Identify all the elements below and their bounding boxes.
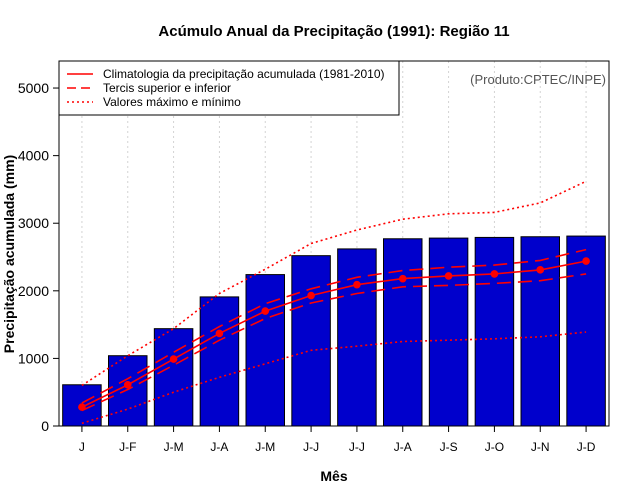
climatology-point <box>169 355 178 363</box>
x-tick-label: J-D <box>577 440 596 454</box>
climatology-point <box>123 380 132 389</box>
legend-label-terciles: Tercis superior e inferior <box>103 81 231 95</box>
x-tick-label: J-A <box>394 440 412 454</box>
x-tick-label: J-A <box>210 440 228 454</box>
climatology-point <box>490 270 499 278</box>
x-tick-label: J-M <box>255 440 275 454</box>
legend-label-extremes: Valores máximo e mínimo <box>103 95 241 109</box>
bar <box>474 236 515 427</box>
x-tick-label: J-J <box>303 440 319 454</box>
x-tick-label: J-S <box>440 440 458 454</box>
legend: Climatologia da precipitação acumulada (… <box>58 60 400 116</box>
bar <box>520 236 560 427</box>
y-tick-label: 3000 <box>18 215 49 231</box>
credit-label: (Produto:CPTEC/INPE) <box>470 72 606 87</box>
x-tick-label: J-M <box>164 440 184 454</box>
climatology-point <box>536 266 545 274</box>
chart-title: Acúmulo Anual da Precipitação (1991): Re… <box>158 23 509 40</box>
line-tercil-superior <box>81 248 587 404</box>
legend-box <box>58 60 400 116</box>
climatology-point <box>261 307 270 315</box>
line-tercil-inferior <box>81 273 587 412</box>
y-tick-label: 2000 <box>18 283 49 299</box>
bar-series <box>62 235 606 427</box>
x-tick-label: J-J <box>349 440 365 454</box>
climatology-point <box>398 274 407 283</box>
x-tick-label: J-O <box>485 440 504 454</box>
grid-lines <box>81 61 587 426</box>
x-tick-label: J-N <box>531 440 550 454</box>
legend-label-climatology: Climatologia da precipitação acumulada (… <box>103 67 385 81</box>
x-tick-label: J <box>79 440 85 454</box>
bar <box>291 255 331 427</box>
climatology-point <box>353 280 361 289</box>
climatology-point <box>582 257 590 265</box>
bar <box>199 296 240 427</box>
line-series <box>78 180 590 425</box>
bar <box>245 274 285 427</box>
y-tick-label: 4000 <box>18 148 49 164</box>
climatology-point <box>307 291 315 300</box>
y-tick-label: 1000 <box>18 350 49 366</box>
climatology-point <box>215 329 224 338</box>
bar <box>153 328 194 427</box>
bar <box>566 235 606 427</box>
line-climatologia-da-precipita-o-acumulada-1981-2010- <box>81 260 587 408</box>
y-tick-label: 0 <box>41 418 49 434</box>
bar <box>337 248 377 427</box>
bar <box>383 238 423 427</box>
climatology-point <box>444 272 453 280</box>
bar <box>428 237 469 427</box>
x-tick-label: J-F <box>119 440 136 454</box>
y-tick-label: 5000 <box>18 80 49 96</box>
y-axis-title: Precipitação acumulada (mm) <box>1 155 17 353</box>
x-axis-title: Mês <box>320 468 347 484</box>
